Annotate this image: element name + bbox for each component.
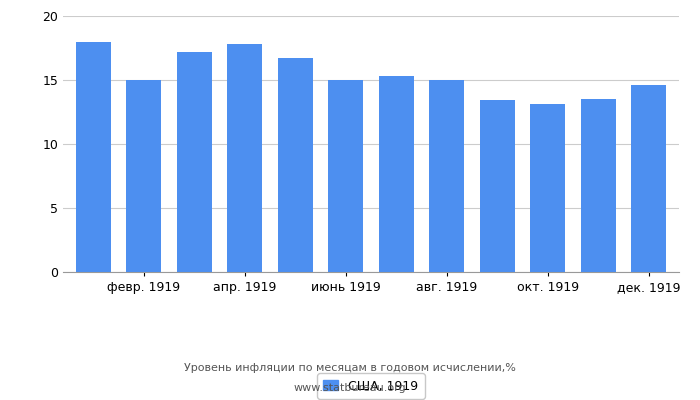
Bar [126, 80, 162, 272]
Bar [580, 99, 616, 272]
Bar [379, 76, 414, 272]
Bar [480, 100, 515, 272]
Bar [176, 52, 212, 272]
Bar [76, 42, 111, 272]
Bar [278, 58, 313, 272]
Bar [429, 80, 464, 272]
Bar [530, 104, 566, 272]
Text: www.statbureau.org: www.statbureau.org [294, 383, 406, 393]
Bar [328, 80, 363, 272]
Legend: США, 1919: США, 1919 [317, 373, 425, 399]
Text: Уровень инфляции по месяцам в годовом исчислении,%: Уровень инфляции по месяцам в годовом ис… [184, 363, 516, 373]
Bar [631, 85, 666, 272]
Bar [227, 44, 262, 272]
